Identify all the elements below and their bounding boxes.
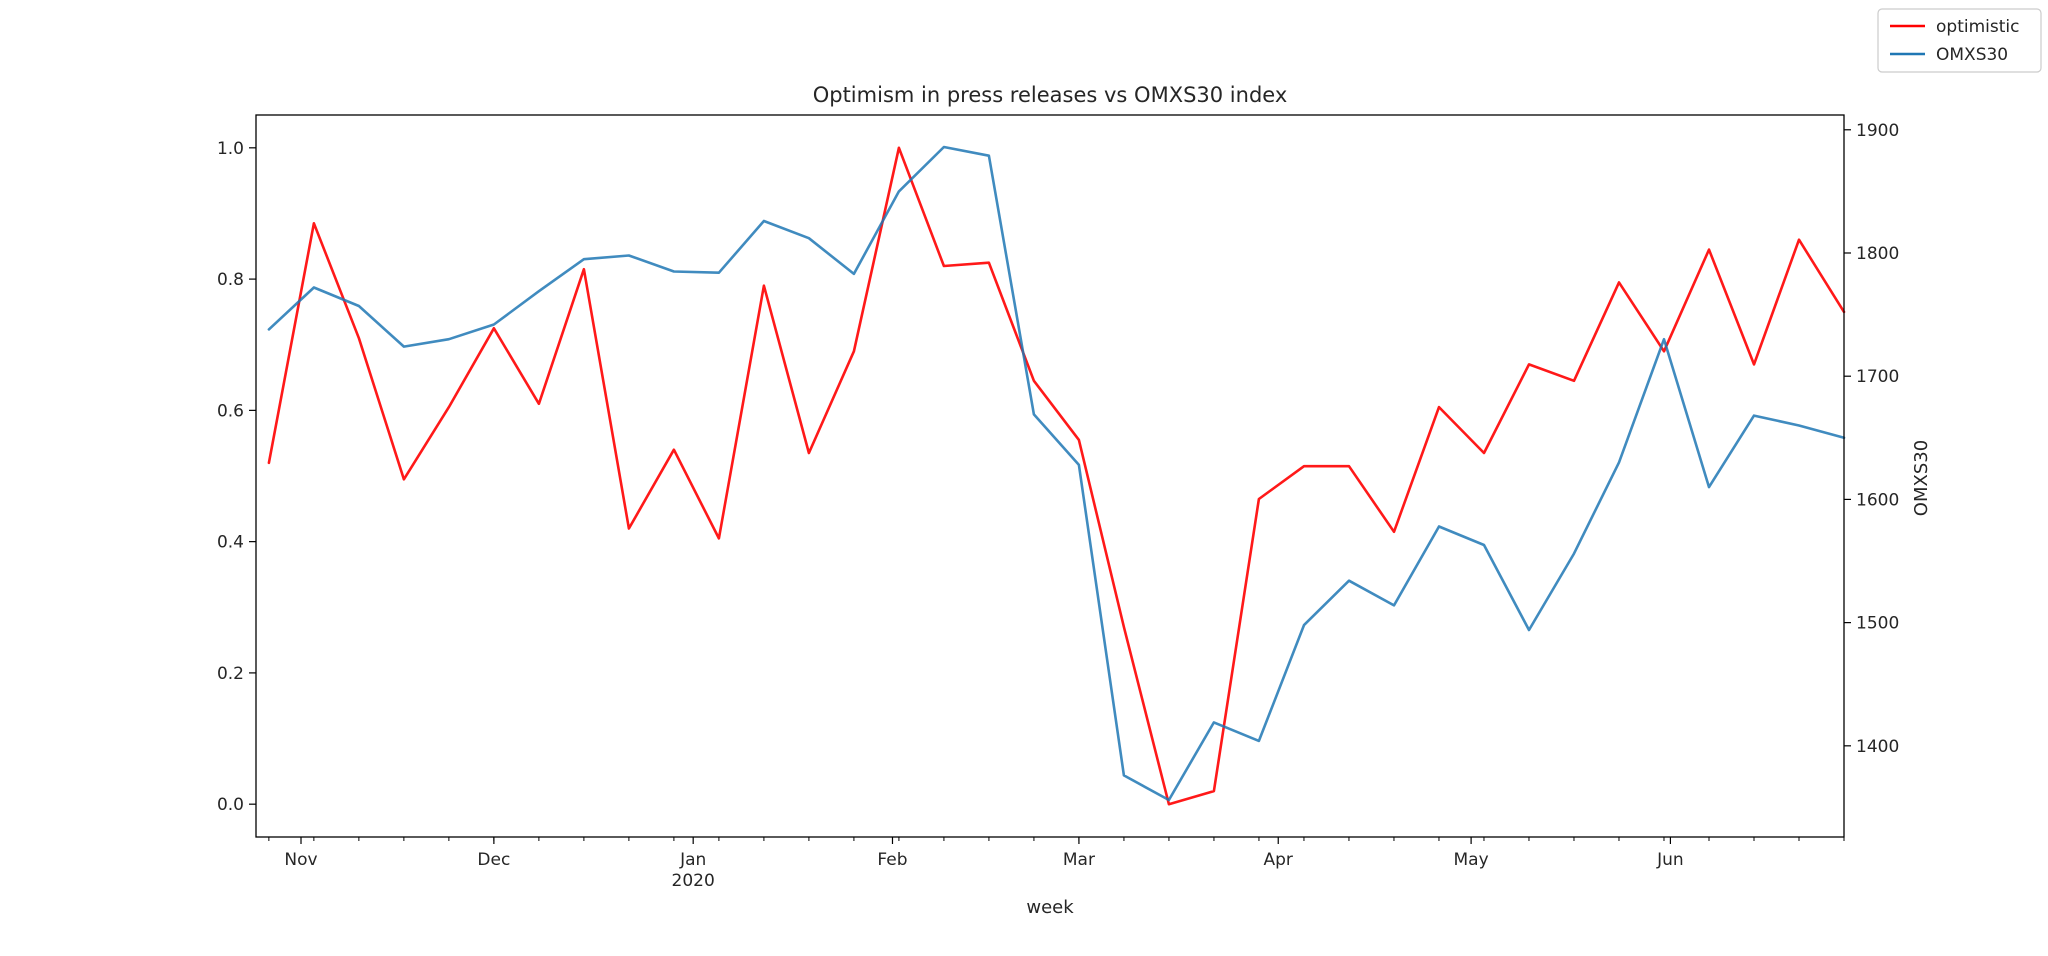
right-y-tick-label: 1700 [1856,367,1899,387]
left-y-tick-label: 0.0 [217,795,244,815]
x-axis-label: week [1026,897,1074,918]
series-layer [267,145,1846,806]
left-y-tick-label: 0.2 [217,664,244,684]
left-y-axis: 0.0 0.2 0.4 0.6 0.8 1.0 [217,139,256,815]
x-tick-label: Nov [284,850,317,870]
left-y-tick-label: 0.8 [217,270,244,290]
series-line-omxs30 [267,145,1846,802]
left-y-tick-label: 0.4 [217,533,244,553]
x-tick-label: Feb [877,850,907,870]
series-line-optimistic [267,146,1846,806]
right-y-axis: 1400 1500 1600 1700 1800 1900 [1844,121,1899,757]
right-y-tick-label: 1500 [1856,614,1899,634]
chart-title: Optimism in press releases vs OMXS30 ind… [813,83,1288,107]
right-y-tick-label: 1800 [1856,244,1899,264]
legend-label-omxs30: OMXS30 [1936,45,2008,65]
plot-frame [255,114,1845,838]
right-y-tick-label: 1600 [1856,490,1899,510]
legend-label-optimistic: optimistic [1936,17,2019,37]
x-tick-label: Mar [1063,850,1095,870]
x-tick-year-label: 2020 [672,871,715,891]
x-tick-label: May [1454,850,1489,870]
right-y-tick-label: 1400 [1856,737,1899,757]
x-tick-label: Jun [1656,850,1684,870]
right-y-axis-label: OMXS30 [1911,440,1932,516]
legend: optimistic OMXS30 [1877,8,2042,73]
x-tick-label: Jan [679,850,706,870]
left-y-tick-label: 1.0 [217,139,244,159]
x-tick-label: Dec [477,850,510,870]
left-y-tick-label: 0.6 [217,401,244,421]
x-tick-label: Apr [1264,850,1293,870]
legend-box [1877,8,2042,73]
right-y-tick-label: 1900 [1856,121,1899,141]
